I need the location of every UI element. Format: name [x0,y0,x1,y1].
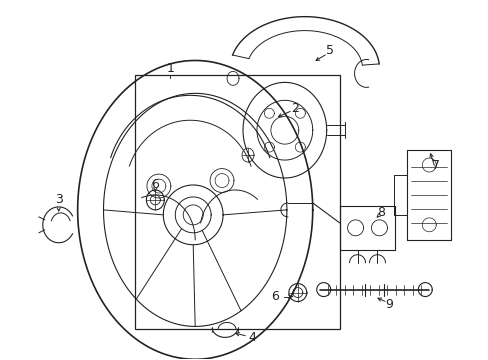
Text: 3: 3 [55,193,62,206]
Text: 1: 1 [166,62,174,75]
Text: 6: 6 [151,179,159,192]
Text: 7: 7 [431,158,439,172]
Text: 8: 8 [377,206,385,219]
Text: 5: 5 [325,44,333,57]
Text: 4: 4 [247,331,255,344]
Bar [135,75,339,329]
Text: 2: 2 [290,102,298,115]
Text: 9: 9 [385,298,392,311]
Text: 6: 6 [270,290,278,303]
